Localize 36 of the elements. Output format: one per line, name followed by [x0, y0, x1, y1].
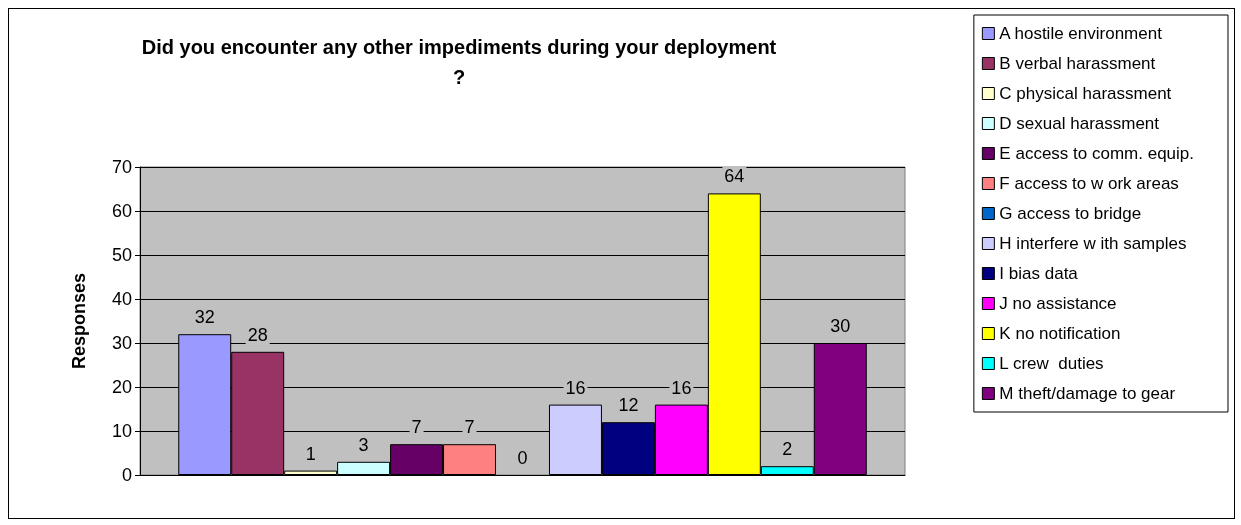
data-label: 2 — [782, 439, 793, 460]
data-label: 12 — [618, 395, 639, 416]
y-tick-label: 30 — [111, 333, 132, 353]
data-label: 0 — [517, 448, 528, 468]
legend-label: D sexual harassment — [999, 114, 1160, 133]
legend-label: B verbal harassment — [999, 54, 1156, 73]
data-label: 16 — [565, 377, 586, 398]
data-label: 28 — [247, 324, 268, 345]
legend-label: I bias data — [999, 264, 1079, 283]
data-label: 3 — [358, 434, 369, 455]
y-tick-label: 50 — [111, 245, 132, 265]
data-label: 1 — [305, 443, 316, 464]
y-axis-title: Responses — [69, 272, 89, 370]
data-label: 7 — [464, 417, 475, 438]
legend-label: L crew duties — [999, 354, 1104, 373]
y-tick-label: 60 — [111, 201, 132, 221]
legend-label: M theft/damage to gear — [999, 384, 1176, 403]
data-label: 7 — [411, 417, 422, 438]
legend-label: H interfere w ith samples — [999, 234, 1187, 253]
legend-label: K no notification — [999, 324, 1121, 343]
chart-title: Did you encounter any other impediments during your deployment? — [141, 36, 777, 88]
legend-label: A hostile environment — [999, 24, 1163, 43]
y-tick-label: 40 — [111, 289, 132, 309]
data-label: 32 — [194, 307, 215, 328]
legend-label: C physical harassment — [999, 84, 1172, 103]
data-label: 64 — [724, 166, 745, 187]
data-label: 16 — [671, 377, 692, 398]
legend-label: G access to bridge — [999, 204, 1142, 223]
y-tick-label: 70 — [111, 157, 132, 177]
data-label: 30 — [830, 316, 851, 336]
y-tick-label: 20 — [111, 377, 132, 397]
legend-label: F access to w ork areas — [999, 174, 1179, 193]
legend-label: J no assistance — [999, 294, 1117, 313]
y-tick-label: 0 — [121, 465, 132, 485]
legend-label: E access to comm. equip. — [999, 144, 1194, 163]
y-tick-label: 10 — [111, 421, 132, 441]
